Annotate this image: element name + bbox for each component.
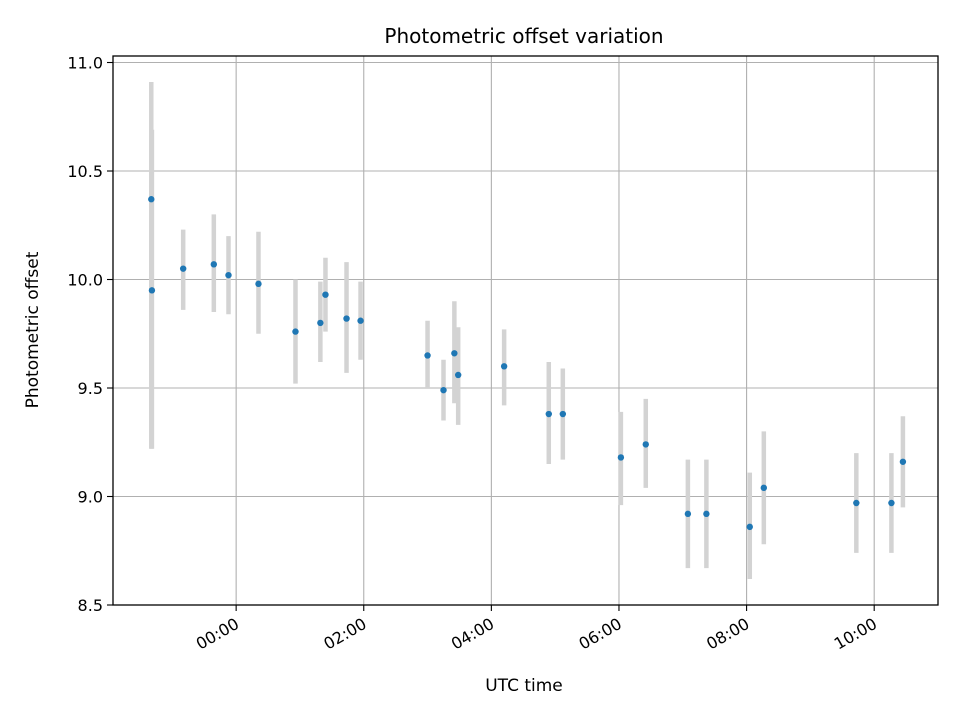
data-point	[500, 363, 508, 370]
data-point	[210, 261, 218, 268]
data-point	[148, 287, 156, 294]
data-point	[424, 352, 431, 359]
data-point	[545, 410, 552, 418]
x-tick-label: 08:00	[703, 614, 752, 654]
y-tick-label: 10.0	[67, 271, 103, 290]
data-point	[703, 510, 710, 518]
grid-layer	[113, 56, 938, 606]
data-point	[322, 291, 329, 298]
data-point	[292, 328, 299, 335]
data-point	[317, 319, 324, 327]
y-tick-label: 10.5	[67, 162, 103, 181]
data-point	[853, 499, 860, 507]
y-tick-label: 11.0	[67, 54, 103, 73]
data-point	[559, 410, 567, 418]
data-point	[899, 458, 907, 465]
y-axis-label: Photometric offset	[23, 251, 43, 408]
y-tick-label: 9.5	[78, 379, 103, 398]
x-tick-label: 02:00	[320, 614, 369, 654]
plot-frame	[112, 55, 939, 606]
data-point	[179, 265, 187, 272]
data-point	[255, 280, 262, 288]
tick-layer: 8.5 9.0 9.5 10.0 10.5 11.0 00:00 02:00 04:00 06:0…	[67, 54, 880, 654]
data-point	[684, 510, 692, 518]
x-tick-label: 06:00	[576, 614, 625, 654]
point-layer	[148, 196, 907, 531]
errorbar-layer	[149, 82, 906, 579]
data-point	[642, 441, 649, 448]
data-point	[343, 315, 350, 322]
data-point	[617, 454, 625, 461]
data-point	[225, 271, 232, 279]
x-axis-label: UTC time	[485, 676, 563, 696]
data-point	[760, 484, 768, 492]
data-point	[440, 386, 447, 394]
y-tick-label: 8.5	[78, 596, 103, 615]
data-point	[454, 371, 462, 379]
x-tick-label: 04:00	[448, 614, 497, 654]
data-point	[888, 499, 895, 507]
data-point	[746, 523, 753, 531]
x-tick-label: 10:00	[831, 614, 880, 654]
x-tick-label: 00:00	[193, 614, 242, 654]
y-tick-label: 9.0	[78, 488, 103, 507]
chart-title: Photometric offset variation	[384, 24, 663, 48]
data-point	[357, 317, 364, 324]
data-point	[451, 350, 458, 357]
data-point	[148, 196, 155, 203]
